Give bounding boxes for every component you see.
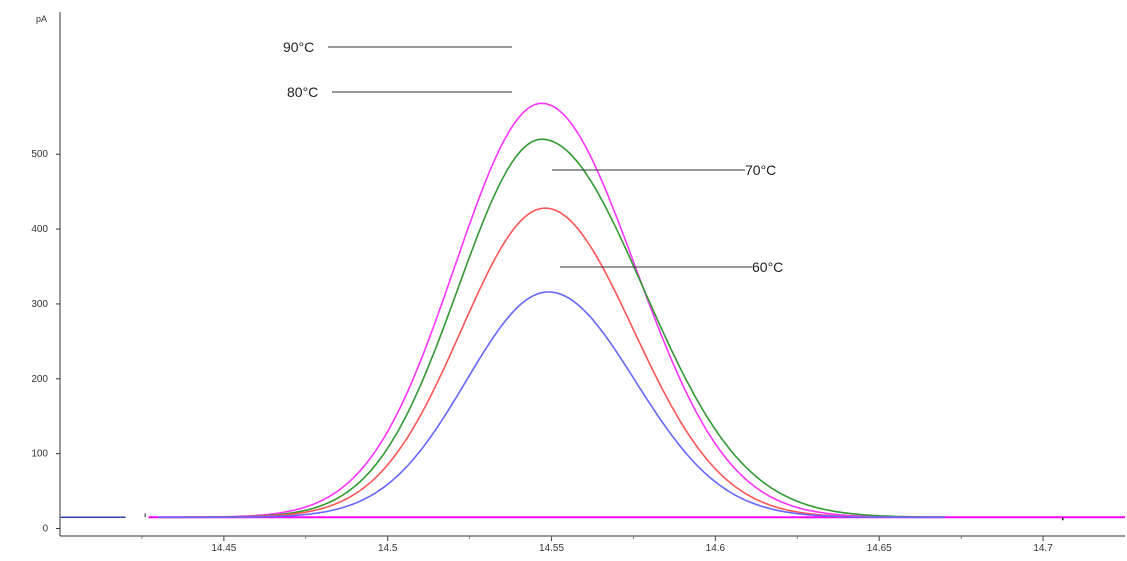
y-axis-unit-label: pA bbox=[36, 14, 47, 24]
y-tick-label: 400 bbox=[31, 224, 48, 235]
x-tick-label: 14.65 bbox=[867, 543, 892, 554]
annotation-label: 80°C bbox=[287, 84, 318, 100]
x-tick-label: 14.6 bbox=[706, 543, 726, 554]
y-tick-label: 100 bbox=[31, 449, 48, 460]
x-tick-label: 14.45 bbox=[211, 543, 236, 554]
series-layer bbox=[158, 102, 945, 519]
annotation-label: 90°C bbox=[283, 39, 314, 55]
x-tick-label: 14.7 bbox=[1033, 543, 1053, 554]
series-line-3 bbox=[158, 291, 945, 519]
y-tick-label: 200 bbox=[31, 374, 48, 385]
series-line-0 bbox=[158, 102, 945, 519]
baseline-layer bbox=[60, 513, 1125, 521]
annotation-layer: 90°C 80°C 70°C 60°C bbox=[283, 39, 783, 275]
annotation-label: 70°C bbox=[745, 162, 776, 178]
y-tick-label: 300 bbox=[31, 299, 48, 310]
y-tick-label: 500 bbox=[31, 149, 48, 160]
axes bbox=[59, 12, 1125, 537]
series-line-2 bbox=[158, 207, 945, 519]
series-line-1 bbox=[158, 138, 945, 519]
annotation-label: 60°C bbox=[752, 259, 783, 275]
x-tick-label: 14.55 bbox=[539, 543, 564, 554]
x-tick-label: 14.5 bbox=[378, 543, 398, 554]
tick-marks: 0 100 200 300 400 500 14.45 14.5 14.55 14.6 14.65 1… bbox=[31, 149, 1053, 554]
y-tick-label: 0 bbox=[42, 524, 48, 535]
